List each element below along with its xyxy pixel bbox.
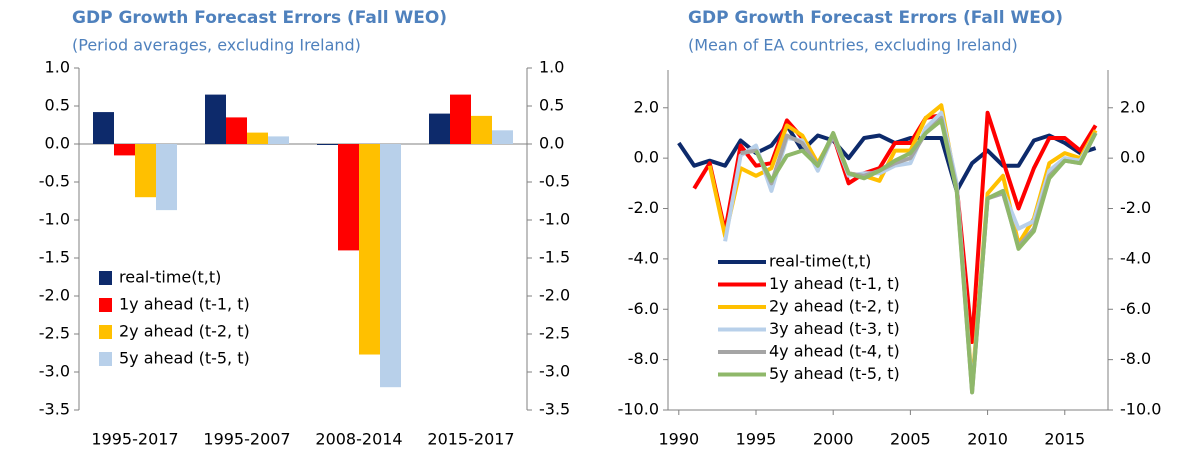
y2-tick-label: -6.0	[1120, 299, 1151, 318]
x-tick-label: 2008-2014	[315, 430, 402, 449]
y-tick-label: -4.0	[628, 248, 659, 267]
y-tick-label: -1.5	[39, 248, 70, 267]
legend-swatch	[99, 325, 112, 339]
bar	[93, 112, 114, 144]
y2-tick-label: -4.0	[1120, 248, 1151, 267]
bar	[317, 144, 338, 145]
y2-tick-label: 2.0	[1120, 97, 1145, 116]
y-tick-label: 0.5	[45, 96, 70, 115]
y2-tick-label: 0.0	[1120, 148, 1145, 167]
y-tick-label: -6.0	[628, 299, 659, 318]
legend-label: 1y ahead (t-1, t)	[769, 274, 900, 293]
bar	[359, 144, 380, 355]
y2-tick-label: -0.5	[539, 172, 570, 191]
y2-tick-label: -3.5	[539, 400, 570, 419]
y-tick-label: 2.0	[634, 97, 659, 116]
x-tick-label: 2015	[1044, 430, 1085, 449]
legend-label: 5y ahead (t-5, t)	[119, 349, 250, 368]
x-tick-label: 1995	[736, 430, 777, 449]
chart-title: GDP Growth Forecast Errors (Fall WEO)	[72, 8, 447, 28]
y2-tick-label: -2.0	[539, 286, 570, 305]
legend-label: 5y ahead (t-5, t)	[769, 364, 900, 383]
y2-tick-label: -1.5	[539, 248, 570, 267]
x-tick-label: 2010	[967, 430, 1008, 449]
bar	[492, 130, 513, 144]
y-tick-label: -3.5	[39, 400, 70, 419]
x-tick-label: 1990	[658, 430, 699, 449]
y-tick-label: -2.0	[39, 286, 70, 305]
y2-tick-label: 0.5	[539, 96, 564, 115]
y2-tick-label: -10.0	[1120, 400, 1161, 419]
legend-swatch	[99, 352, 112, 366]
bar	[156, 144, 177, 211]
legend-label: 2y ahead (t-2, t)	[119, 322, 250, 341]
y-tick-label: 0.0	[634, 148, 659, 167]
legend-label: 2y ahead (t-2, t)	[769, 297, 900, 316]
y-tick-label: 0.0	[45, 134, 70, 153]
y2-tick-label: 0.0	[539, 134, 564, 153]
legend-label: 4y ahead (t-4, t)	[769, 342, 900, 361]
y-tick-label: -2.5	[39, 324, 70, 343]
legend-label: real-time(t,t)	[769, 252, 871, 271]
legend-swatch	[99, 271, 112, 285]
bar	[135, 144, 156, 198]
x-tick-label: 2005	[890, 430, 931, 449]
y-tick-label: 1.0	[45, 58, 70, 77]
y-tick-label: -8.0	[628, 349, 659, 368]
series-line	[754, 118, 1098, 395]
bar	[205, 94, 226, 144]
y2-tick-label: -8.0	[1120, 349, 1151, 368]
y-tick-label: -2.0	[628, 198, 659, 217]
bar	[114, 144, 135, 156]
y-tick-label: -10.0	[618, 400, 659, 419]
series-line	[677, 123, 1097, 193]
bar	[226, 117, 247, 144]
x-tick-label: 2015-2017	[427, 430, 514, 449]
y2-tick-label: -3.0	[539, 362, 570, 381]
bar	[338, 144, 359, 251]
chart-subtitle: (Mean of EA countries, excluding Ireland…	[688, 36, 1018, 55]
chart-subtitle: (Period averages, excluding Ireland)	[72, 36, 361, 55]
legend-label: 1y ahead (t-1, t)	[119, 295, 250, 314]
bar	[247, 132, 268, 144]
y2-tick-label: -1.0	[539, 210, 570, 229]
bar	[380, 144, 401, 388]
legend-label: 3y ahead (t-3, t)	[769, 319, 900, 338]
legend-swatch	[99, 298, 112, 312]
y-tick-label: -3.0	[39, 362, 70, 381]
chart-title: GDP Growth Forecast Errors (Fall WEO)	[688, 8, 1063, 28]
x-tick-label: 1995-2017	[91, 430, 178, 449]
bar	[268, 136, 289, 144]
bar	[471, 115, 492, 144]
bar	[429, 113, 450, 144]
y-tick-label: -1.0	[39, 210, 70, 229]
y2-tick-label: 1.0	[539, 58, 564, 77]
y-tick-label: -0.5	[39, 172, 70, 191]
y2-tick-label: -2.0	[1120, 198, 1151, 217]
x-tick-label: 1995-2007	[203, 430, 290, 449]
y2-tick-label: -2.5	[539, 324, 570, 343]
x-tick-label: 2000	[813, 430, 854, 449]
bar	[450, 94, 471, 144]
legend-label: real-time(t,t)	[119, 268, 221, 287]
